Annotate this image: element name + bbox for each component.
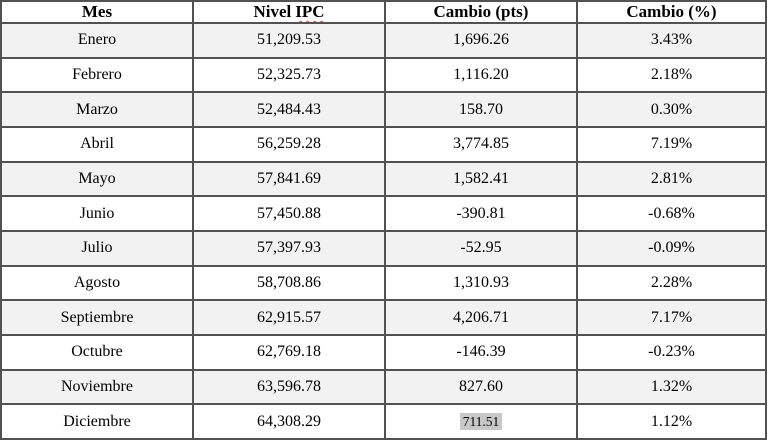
cell-cambio-pct: -0.09% (576, 229, 767, 267)
header-mes-label: Mes (81, 2, 113, 21)
cell-cambio-pct: 1.32% (576, 368, 767, 406)
shaded-field-value[interactable]: 711.51 (459, 412, 503, 430)
table-row-septiembre: Septiembre 62,915.57 4,206.71 7.17% (0, 299, 767, 336)
cell-month: Febrero (0, 56, 194, 94)
cell-cambio-pts: -390.81 (384, 195, 578, 232)
table-row-abril: Abril 56,259.28 3,774.85 7.19% (0, 125, 767, 163)
cell-cambio-pts: 1,582.41 (384, 160, 578, 198)
cell-nivel-ipc: 64,308.29 (192, 403, 386, 440)
cell-cambio-pts: 1,310.93 (384, 264, 578, 302)
column-header-cambio-pct: Cambio (%) (576, 0, 767, 24)
table-row-julio: Julio 57,397.93 -52.95 -0.09% (0, 229, 767, 267)
table-row-octubre: Octubre 62,769.18 -146.39 -0.23% (0, 333, 767, 371)
cell-month: Diciembre (0, 403, 194, 440)
cell-month: Octubre (0, 333, 194, 371)
cell-cambio-pts: 711.51 (384, 403, 578, 440)
cell-nivel-ipc: 63,596.78 (192, 368, 386, 406)
cell-cambio-pts: 3,774.85 (384, 125, 578, 163)
column-header-nivel-ipc: Nivel IPC (192, 0, 386, 24)
header-cambio-pct-label: Cambio (%) (626, 2, 717, 21)
cell-nivel-ipc: 57,841.69 (192, 160, 386, 198)
cell-cambio-pct: 3.43% (576, 22, 767, 59)
cell-nivel-ipc: 57,397.93 (192, 229, 386, 267)
cell-cambio-pts: 827.60 (384, 368, 578, 406)
table-row-agosto: Agosto 58,708.86 1,310.93 2.28% (0, 264, 767, 302)
cell-cambio-pts: -146.39 (384, 333, 578, 371)
cell-cambio-pts: 1,116.20 (384, 56, 578, 94)
cell-cambio-pct: 2.81% (576, 160, 767, 198)
cell-nivel-ipc: 56,259.28 (192, 125, 386, 163)
cell-cambio-pct: 0.30% (576, 91, 767, 128)
cell-nivel-ipc: 52,325.73 (192, 56, 386, 94)
column-header-cambio-pts: Cambio (pts) (384, 0, 578, 24)
cell-cambio-pct: -0.68% (576, 195, 767, 232)
header-row: Mes Nivel IPC Cambio (pts) Cambio (%) (0, 0, 767, 24)
cell-cambio-pct: 2.28% (576, 264, 767, 302)
cell-nivel-ipc: 62,915.57 (192, 299, 386, 336)
cell-nivel-ipc: 58,708.86 (192, 264, 386, 302)
cell-month: Enero (0, 22, 194, 59)
cell-cambio-pct: 7.17% (576, 299, 767, 336)
table-row-junio: Junio 57,450.88 -390.81 -0.68% (0, 195, 767, 232)
cell-nivel-ipc: 51,209.53 (192, 22, 386, 59)
header-cambio-pts-label: Cambio (pts) (433, 2, 529, 21)
cell-month: Junio (0, 195, 194, 232)
cell-month: Abril (0, 125, 194, 163)
table-row-marzo: Marzo 52,484.43 158.70 0.30% (0, 91, 767, 128)
cell-cambio-pct: 2.18% (576, 56, 767, 94)
cell-month: Agosto (0, 264, 194, 302)
table-row-diciembre: Diciembre 64,308.29 711.51 1.12% (0, 403, 767, 440)
cell-nivel-ipc: 62,769.18 (192, 333, 386, 371)
table-row-enero: Enero 51,209.53 1,696.26 3.43% (0, 22, 767, 59)
cell-month: Noviembre (0, 368, 194, 406)
table-row-mayo: Mayo 57,841.69 1,582.41 2.81% (0, 160, 767, 198)
cell-month: Septiembre (0, 299, 194, 336)
table-row-noviembre: Noviembre 63,596.78 827.60 1.32% (0, 368, 767, 406)
column-header-mes: Mes (0, 0, 194, 24)
cell-month: Julio (0, 229, 194, 267)
table-row-febrero: Febrero 52,325.73 1,116.20 2.18% (0, 56, 767, 94)
cell-cambio-pct: 7.19% (576, 125, 767, 163)
header-nivel-label: Nivel (253, 2, 292, 21)
cell-cambio-pct: -0.23% (576, 333, 767, 371)
cell-month: Marzo (0, 91, 194, 128)
cell-cambio-pts: 1,696.26 (384, 22, 578, 59)
cell-cambio-pts: 158.70 (384, 91, 578, 128)
cell-month: Mayo (0, 160, 194, 198)
cell-cambio-pct: 1.12% (576, 403, 767, 440)
cell-nivel-ipc: 52,484.43 (192, 91, 386, 128)
cell-cambio-pts: -52.95 (384, 229, 578, 267)
cell-nivel-ipc: 57,450.88 (192, 195, 386, 232)
header-ipc-misspelled-label: IPC (295, 2, 325, 21)
cell-cambio-pts: 4,206.71 (384, 299, 578, 336)
